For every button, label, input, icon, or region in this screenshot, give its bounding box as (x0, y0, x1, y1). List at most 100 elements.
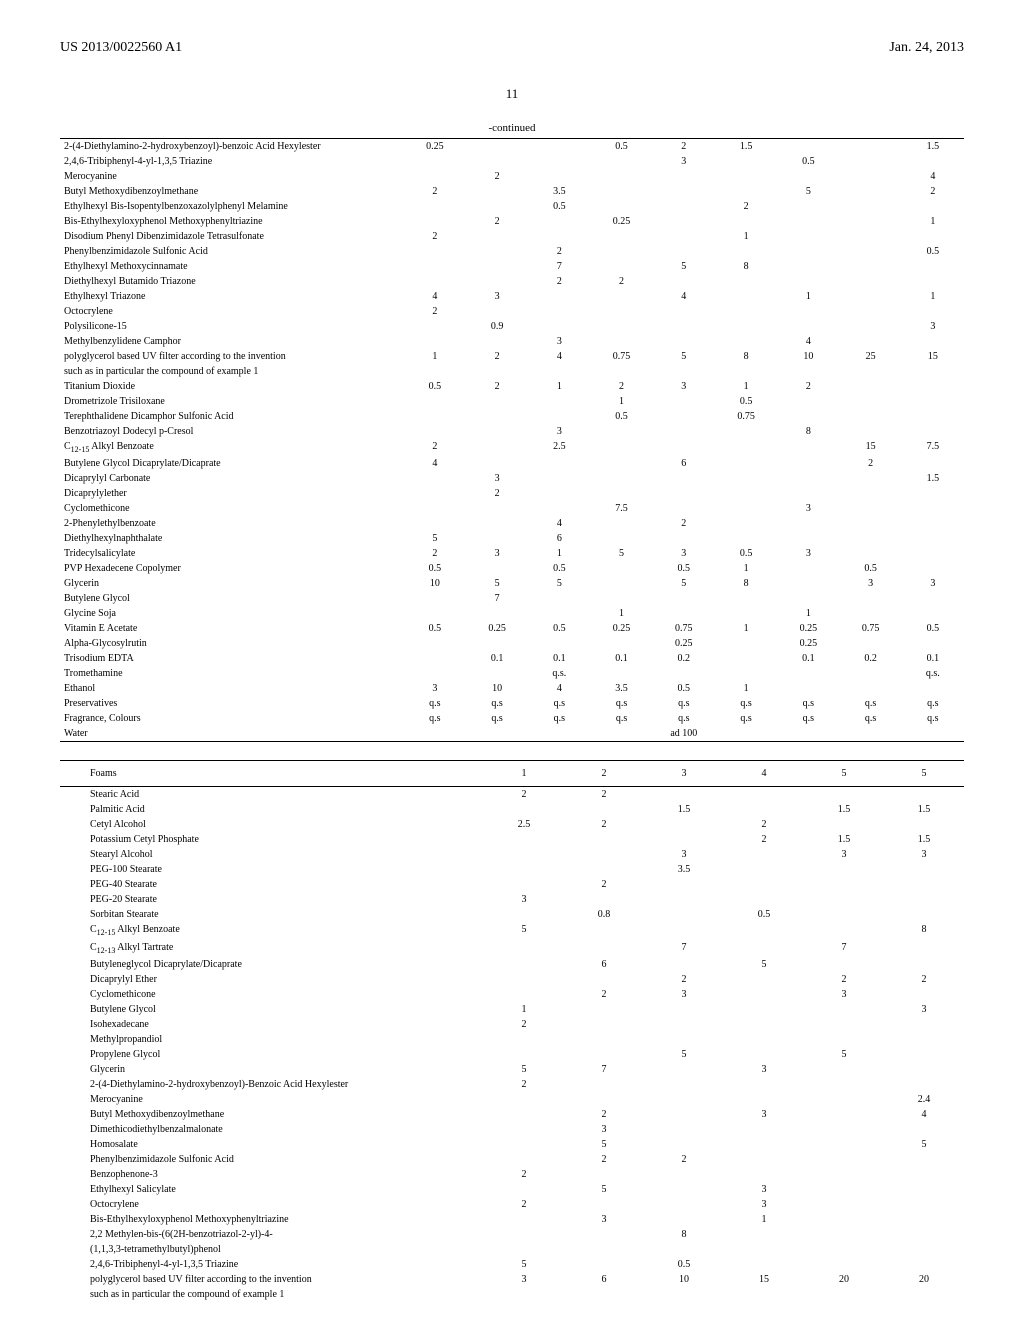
value-cell (653, 501, 715, 516)
value-cell (724, 862, 804, 877)
value-cell: 1 (715, 621, 777, 636)
value-cell (724, 802, 804, 817)
value-cell: 7.5 (902, 439, 964, 456)
value-cell (466, 726, 528, 742)
value-cell (839, 394, 901, 409)
ingredient-label: such as in particular the compound of ex… (60, 1287, 484, 1302)
value-cell (466, 424, 528, 439)
value-cell (804, 862, 884, 877)
value-cell: 7 (528, 259, 590, 274)
value-cell: 7 (804, 940, 884, 957)
value-cell (715, 651, 777, 666)
value-cell (653, 169, 715, 184)
value-cell (839, 289, 901, 304)
value-cell (884, 1227, 964, 1242)
ingredient-label: such as in particular the compound of ex… (60, 364, 404, 379)
value-cell (404, 334, 466, 349)
value-cell: 3 (804, 847, 884, 862)
table-row: Potassium Cetyl Phosphate21.51.5 (60, 832, 964, 847)
value-cell: 0.25 (590, 621, 652, 636)
value-cell: 0.5 (528, 561, 590, 576)
value-cell: 5 (484, 922, 564, 939)
ingredient-label: Terephthalidene Dicamphor Sulfonic Acid (60, 409, 404, 424)
value-cell (902, 154, 964, 169)
table-row: such as in particular the compound of ex… (60, 1287, 964, 1302)
value-cell (715, 471, 777, 486)
value-cell (528, 591, 590, 606)
value-cell (653, 409, 715, 424)
ingredient-label: PEG-20 Stearate (60, 892, 484, 907)
value-cell (715, 591, 777, 606)
column-header: 1 (484, 761, 564, 787)
value-cell: 0.5 (724, 907, 804, 922)
value-cell (404, 154, 466, 169)
ingredient-label: Bis-Ethylhexyloxyphenol Methoxyphenyltri… (60, 1212, 484, 1227)
value-cell (777, 409, 839, 424)
value-cell (777, 456, 839, 471)
value-cell (484, 1182, 564, 1197)
ingredient-label: Merocyanine (60, 169, 404, 184)
value-cell: 6 (564, 1272, 644, 1287)
table-row: Methylbenzylidene Camphor34 (60, 334, 964, 349)
value-cell (653, 184, 715, 199)
value-cell (528, 636, 590, 651)
ingredient-label: 2,4,6-Tribiphenyl-4-yl-1,3,5 Triazine (60, 154, 404, 169)
value-cell (653, 471, 715, 486)
ingredient-label: Butyl Methoxydibenzoylmethane (60, 184, 404, 199)
value-cell (715, 244, 777, 259)
ingredient-label: C12-15 Alkyl Benzoate (60, 439, 404, 456)
value-cell (404, 591, 466, 606)
ingredient-label: Drometrizole Trisiloxane (60, 394, 404, 409)
table-row: 2,4,6-Tribiphenyl-4-yl-1,3,5 Triazine50.… (60, 1257, 964, 1272)
value-cell: 1 (902, 214, 964, 229)
ingredient-label: Butyleneglycol Dicaprylate/Dicaprate (60, 957, 484, 972)
value-cell: 0.5 (528, 199, 590, 214)
value-cell: q.s (466, 711, 528, 726)
value-cell: 2.5 (528, 439, 590, 456)
value-cell (653, 439, 715, 456)
value-cell (804, 922, 884, 939)
value-cell (724, 1287, 804, 1302)
value-cell (902, 334, 964, 349)
value-cell (884, 957, 964, 972)
value-cell: 1.5 (902, 139, 964, 155)
ingredient-label: Dimethicodiethylbenzalmalonate (60, 1122, 484, 1137)
value-cell (777, 274, 839, 289)
patent-number: US 2013/0022560 A1 (60, 40, 182, 56)
value-cell (715, 154, 777, 169)
value-cell (884, 1047, 964, 1062)
value-cell (715, 334, 777, 349)
value-cell (724, 1242, 804, 1257)
value-cell (724, 922, 804, 939)
value-cell (484, 877, 564, 892)
value-cell: 2.5 (484, 817, 564, 832)
value-cell: 1 (777, 289, 839, 304)
value-cell: q.s (528, 711, 590, 726)
value-cell (404, 319, 466, 334)
value-cell (404, 244, 466, 259)
ingredient-label: 2-Phenylethylbenzoate (60, 516, 404, 531)
ingredient-label: Methylbenzylidene Camphor (60, 334, 404, 349)
value-cell (839, 334, 901, 349)
value-cell (839, 606, 901, 621)
value-cell (839, 666, 901, 681)
ingredient-label: Water (60, 726, 404, 742)
value-cell (884, 987, 964, 1002)
table-row: Glycine Soja11 (60, 606, 964, 621)
value-cell: 0.5 (644, 1257, 724, 1272)
table-row: Bis-Ethylhexyloxyphenol Methoxyphenyltri… (60, 214, 964, 229)
value-cell (484, 1092, 564, 1107)
value-cell: 2 (804, 972, 884, 987)
value-cell (564, 1287, 644, 1302)
table-row: 2-Phenylethylbenzoate42 (60, 516, 964, 531)
value-cell (804, 817, 884, 832)
value-cell: 4 (902, 169, 964, 184)
value-cell: 2.4 (884, 1092, 964, 1107)
value-cell (902, 726, 964, 742)
table-row: Alpha-Glycosylrutin0.250.25 (60, 636, 964, 651)
table-row: Methylpropandiol (60, 1032, 964, 1047)
value-cell (644, 787, 724, 803)
value-cell (466, 636, 528, 651)
value-cell: 2 (564, 1107, 644, 1122)
value-cell (644, 892, 724, 907)
